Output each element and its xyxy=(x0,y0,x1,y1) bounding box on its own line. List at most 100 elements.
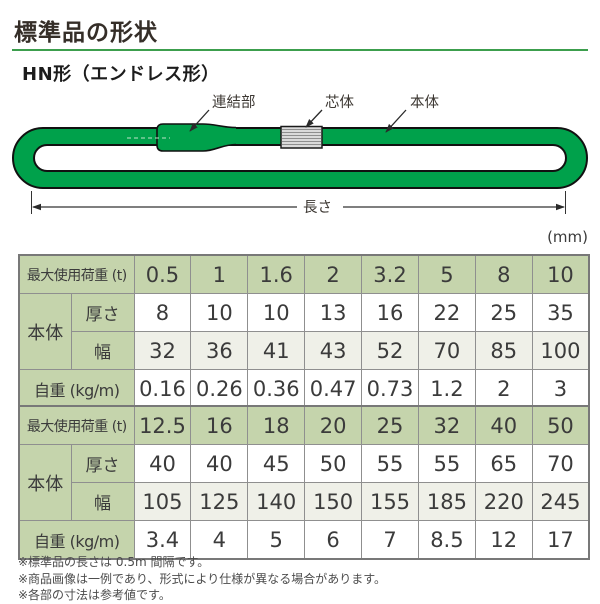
table-row: 幅 105 125 140 150 155 185 220 245 xyxy=(19,482,590,521)
thickness-value-cell: 10 xyxy=(190,293,249,332)
weight-value-cell: 4 xyxy=(190,520,249,560)
thickness-value-cell: 16 xyxy=(361,293,419,332)
weight-value-cell: 3.4 xyxy=(133,520,192,560)
width-value-cell: 220 xyxy=(474,482,533,521)
footnotes: ※標準品の長さは 0.5m 間隔です。 ※商品画像は一例であり、形式により仕様が… xyxy=(18,554,386,604)
thickness-value-cell: 40 xyxy=(190,444,249,483)
load-value-cell: 8 xyxy=(474,254,533,294)
width-header: 幅 xyxy=(70,331,135,370)
sling-inner-hole xyxy=(33,144,567,172)
load-value-cell: 12.5 xyxy=(133,405,192,445)
body-header: 本体 xyxy=(18,444,72,521)
body-label: 本体 xyxy=(410,94,439,111)
table-row: 自重 (kg/m) 0.16 0.26 0.36 0.47 0.73 1.2 2… xyxy=(18,369,590,409)
spec-table-large: 最大使用荷重 (t) 12.5 16 18 20 25 32 40 50 本体 … xyxy=(18,405,591,560)
load-value-cell: 50 xyxy=(531,405,590,445)
weight-header: 自重 (kg/m) xyxy=(18,520,135,560)
width-value-cell: 52 xyxy=(361,331,419,370)
width-value-cell: 105 xyxy=(133,482,192,521)
connector-label: 連結部 xyxy=(212,94,256,111)
table-row: 自重 (kg/m) 3.4 4 5 6 7 8.5 12 17 xyxy=(18,520,590,560)
weight-header: 自重 (kg/m) xyxy=(18,369,135,409)
load-value-cell: 18 xyxy=(247,405,306,445)
weight-value-cell: 12 xyxy=(474,520,533,560)
thickness-header: 厚さ xyxy=(70,444,135,483)
width-value-cell: 150 xyxy=(304,482,363,521)
table-row: 本体 厚さ 8 10 10 13 16 22 25 35 xyxy=(18,293,590,370)
thickness-value-cell: 40 xyxy=(133,444,192,483)
thickness-value-cell: 55 xyxy=(417,444,476,483)
thickness-header: 厚さ xyxy=(70,293,135,332)
thickness-value-cell: 55 xyxy=(361,444,419,483)
thickness-value-cell: 35 xyxy=(531,293,590,332)
weight-value-cell: 2 xyxy=(474,369,533,409)
thickness-value-cell: 50 xyxy=(304,444,363,483)
width-value-cell: 140 xyxy=(247,482,306,521)
width-value-cell: 70 xyxy=(417,331,476,370)
section-subtitle: HN形（エンドレス形） xyxy=(22,64,220,85)
weight-value-cell: 0.47 xyxy=(304,369,363,409)
thickness-value-cell: 13 xyxy=(304,293,363,332)
weight-value-cell: 1.2 xyxy=(417,369,476,409)
weight-value-cell: 7 xyxy=(361,520,419,560)
thickness-value-cell: 65 xyxy=(474,444,533,483)
width-value-cell: 125 xyxy=(190,482,249,521)
weight-value-cell: 3 xyxy=(531,369,590,409)
footnote-line: ※各部の寸法は参考値です。 xyxy=(18,588,171,602)
connector-shape xyxy=(157,124,236,151)
width-value-cell: 155 xyxy=(361,482,419,521)
load-value-cell: 1 xyxy=(190,254,249,294)
core-label: 芯体 xyxy=(325,94,354,111)
table-row: 本体 厚さ 40 40 45 50 55 55 65 70 xyxy=(18,444,590,521)
load-value-cell: 32 xyxy=(417,405,476,445)
load-value-cell: 2 xyxy=(304,254,363,294)
thickness-value-cell: 25 xyxy=(474,293,533,332)
max-load-header: 最大使用荷重 (t) xyxy=(18,254,135,294)
weight-value-cell: 0.16 xyxy=(133,369,192,409)
weight-value-cell: 0.73 xyxy=(361,369,419,409)
load-value-cell: 1.6 xyxy=(247,254,306,294)
width-header: 幅 xyxy=(70,482,135,521)
width-value-cell: 245 xyxy=(531,482,590,521)
sling-diagram: 連結部 芯体 本体 長さ xyxy=(12,94,588,216)
load-value-cell: 25 xyxy=(361,405,419,445)
body-arrow xyxy=(385,109,407,133)
unit-label: (mm) xyxy=(547,228,588,246)
footnote-line: ※商品画像は一例であり、形式により仕様が異なる場合があります。 xyxy=(18,571,387,586)
width-value-cell: 32 xyxy=(133,331,192,370)
load-value-cell: 40 xyxy=(474,405,533,445)
weight-value-cell: 17 xyxy=(531,520,590,560)
body-header: 本体 xyxy=(18,293,72,370)
width-value-cell: 85 xyxy=(474,331,533,370)
table-row: 最大使用荷重 (t) 0.5 1 1.6 2 3.2 5 8 10 xyxy=(18,254,590,294)
load-value-cell: 5 xyxy=(417,254,476,294)
title-underline xyxy=(12,49,588,51)
page-title: 標準品の形状 xyxy=(14,20,158,46)
thickness-value-cell: 45 xyxy=(247,444,306,483)
load-value-cell: 20 xyxy=(304,405,363,445)
weight-value-cell: 8.5 xyxy=(417,520,476,560)
load-value-cell: 16 xyxy=(190,405,249,445)
core-hatch xyxy=(280,125,323,149)
max-load-header: 最大使用荷重 (t) xyxy=(18,405,135,445)
thickness-value-cell: 8 xyxy=(133,293,192,332)
width-value-cell: 41 xyxy=(247,331,306,370)
footnote-line: ※標準品の長さは 0.5m 間隔です。 xyxy=(18,555,210,569)
load-value-cell: 10 xyxy=(531,254,590,294)
thickness-value-cell: 70 xyxy=(531,444,590,483)
width-value-cell: 43 xyxy=(304,331,363,370)
length-label: 長さ xyxy=(303,199,332,216)
thickness-value-cell: 22 xyxy=(417,293,476,332)
weight-value-cell: 0.36 xyxy=(247,369,306,409)
table-row: 最大使用荷重 (t) 12.5 16 18 20 25 32 40 50 xyxy=(18,405,590,445)
core-hatch-lines xyxy=(281,129,322,145)
weight-value-cell: 6 xyxy=(304,520,363,560)
thickness-value-cell: 10 xyxy=(247,293,306,332)
load-value-cell: 0.5 xyxy=(133,254,192,294)
width-value-cell: 185 xyxy=(417,482,476,521)
weight-value-cell: 0.26 xyxy=(190,369,249,409)
spec-table-small: 最大使用荷重 (t) 0.5 1 1.6 2 3.2 5 8 10 本体 厚さ … xyxy=(18,254,591,409)
core-arrow xyxy=(305,109,323,128)
weight-value-cell: 5 xyxy=(247,520,306,560)
